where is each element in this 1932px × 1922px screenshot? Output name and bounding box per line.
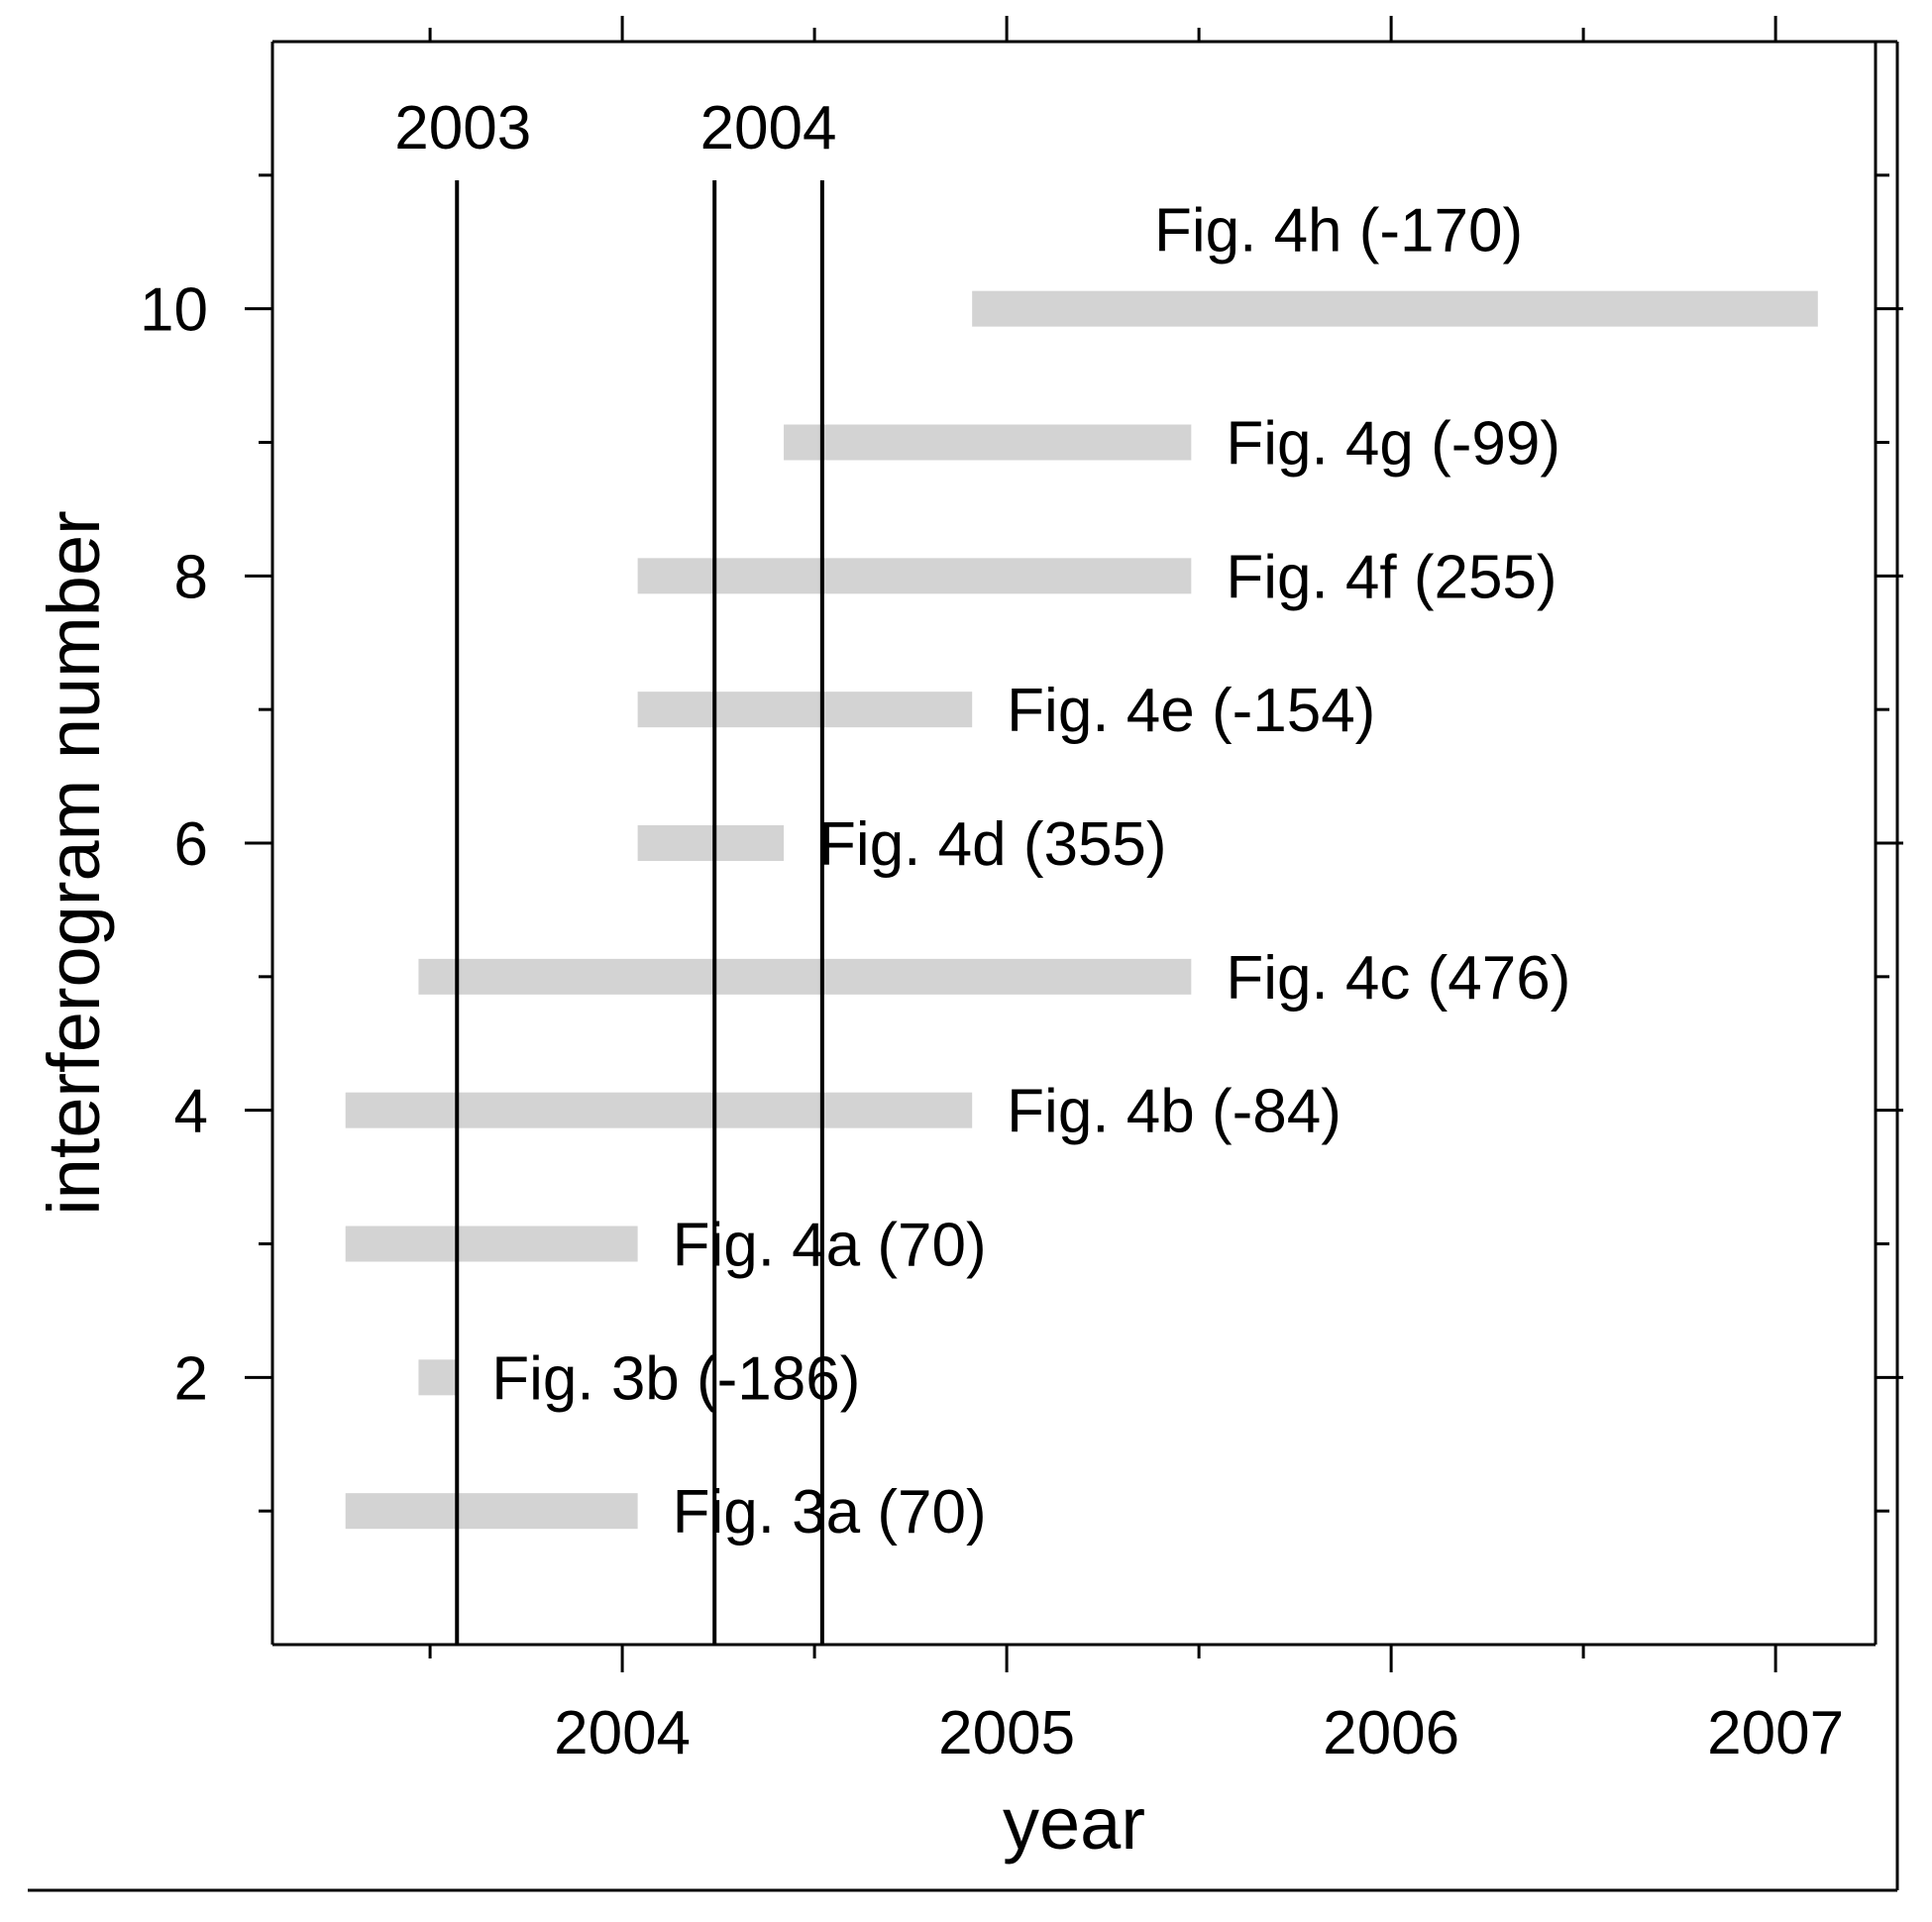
bar-4	[345, 1092, 973, 1128]
event-label-1: 2003	[394, 94, 531, 162]
x-tick-label: 2004	[554, 1699, 691, 1767]
bar-label-1: Fig. 3a (70)	[673, 1478, 987, 1547]
bar-3	[345, 1226, 638, 1262]
bars-layer	[345, 290, 1818, 1530]
bar-label-10: Fig. 4h (-170)	[1154, 197, 1523, 266]
bar-label-2: Fig. 3b (-186)	[491, 1344, 860, 1413]
y-axis-label: interferogram number	[33, 510, 115, 1216]
bar-8	[637, 558, 1192, 594]
bar-7	[637, 692, 973, 728]
event-lines-layer	[455, 180, 824, 1645]
bar-6	[637, 825, 785, 861]
y-tick-label: 4	[174, 1078, 208, 1146]
bar-label-6: Fig. 4d (355)	[818, 810, 1167, 879]
x-axis-label: year	[1003, 1782, 1145, 1865]
y-tick-label: 2	[174, 1344, 208, 1413]
bar-label-4: Fig. 4b (-84)	[1007, 1078, 1342, 1146]
bar-5	[418, 958, 1192, 995]
bar-label-5: Fig. 4c (476)	[1226, 944, 1570, 1013]
bar-label-9: Fig. 4g (-99)	[1226, 410, 1560, 479]
x-tick-label: 2006	[1323, 1699, 1459, 1767]
y-tick-label: 10	[140, 276, 208, 345]
y-tick-label: 8	[174, 543, 208, 611]
event-group-label: 2004	[700, 94, 837, 162]
bar-2	[418, 1359, 458, 1396]
x-tick-label: 2007	[1707, 1699, 1844, 1767]
bar-9	[784, 424, 1192, 461]
ticks-layer	[245, 16, 1903, 1672]
bar-1	[345, 1493, 638, 1530]
x-tick-label: 2005	[938, 1699, 1075, 1767]
labels-layer: Fig. 3a (70) Fig. 3b (-186) Fig. 4a (70) Fi…	[140, 94, 1844, 1767]
bar-label-8: Fig. 4f (255)	[1226, 543, 1556, 611]
y-tick-label: 6	[174, 810, 208, 879]
bar-10	[972, 290, 1818, 327]
bar-label-3: Fig. 4a (70)	[673, 1212, 987, 1280]
bar-label-7: Fig. 4e (-154)	[1007, 677, 1375, 745]
